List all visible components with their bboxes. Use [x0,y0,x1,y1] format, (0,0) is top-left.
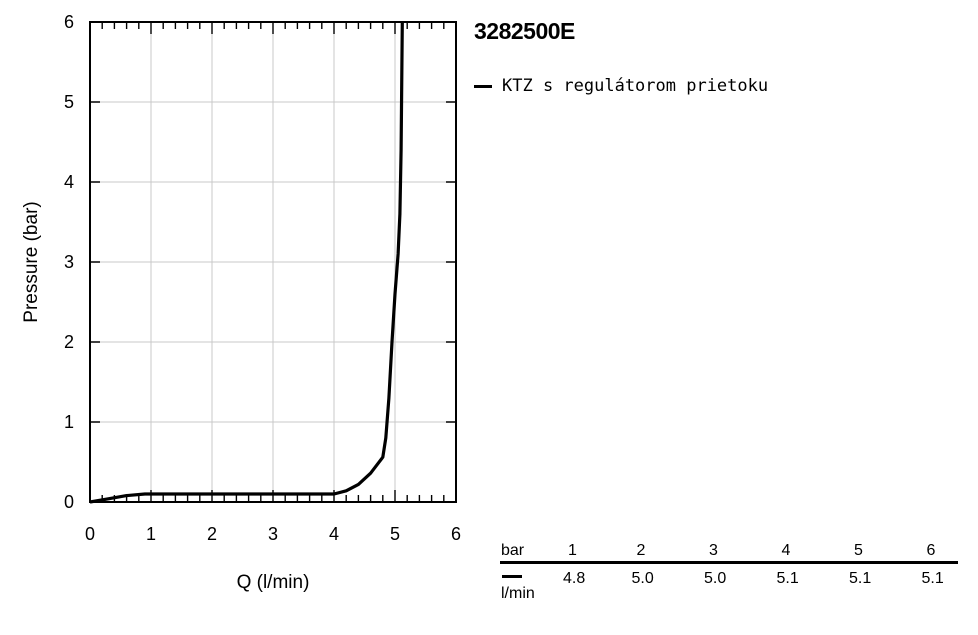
legend-entry-ktz: KTZ s regulátorom prietoku [502,76,769,96]
series-line-ktz [89,21,404,504]
x-tick-label: 0 [85,524,95,544]
model-title: 3282500E [474,18,575,44]
flow-table-pressure: 2 [636,542,646,559]
y-tick-label: 4 [64,172,74,192]
legend: KTZ s regulátorom prietoku [474,76,768,96]
legend-swatch [474,84,492,88]
y-tick-label: 5 [64,92,74,112]
y-tick-label: 3 [64,252,74,272]
y-tick-label: 6 [64,12,74,32]
flow-table-pressure: 4 [781,542,791,559]
x-tick-label: 3 [268,524,278,544]
flow-table-flow: 5.0 [631,570,654,587]
y-axis-ticks: 0 1 2 3 4 5 6 [64,12,74,512]
y-tick-label: 1 [64,412,74,432]
grid [90,22,456,502]
flow-table-pressure: 6 [926,542,936,559]
flow-table-swatch [502,575,522,578]
flow-table-flow: 5.0 [704,570,727,587]
x-tick-label: 2 [207,524,217,544]
x-tick-label: 4 [329,524,339,544]
flow-table-flow: 5.1 [849,570,872,587]
y-axis-label: Pressure (bar) [21,201,42,322]
flow-table-unit: l/min [501,585,535,602]
flow-table-rule [500,561,958,564]
flow-table-pressure: 5 [854,542,863,559]
x-tick-label: 5 [390,524,400,544]
y-tick-label: 2 [64,332,74,352]
x-tick-label: 1 [146,524,156,544]
flow-table-flow: 4.8 [563,570,586,587]
flow-table-flow: 5.1 [776,570,799,587]
flow-table-pressure-header: bar [501,542,525,559]
flow-table-flow: 5.1 [921,570,944,587]
x-tick-label: 6 [451,524,461,544]
flow-table-pressure: 3 [709,542,718,559]
flow-table-pressure: 1 [568,542,577,559]
plot-frame [89,21,457,503]
flow-table: bar l/min 1 2 3 4 5 6 4.8 5.0 5.0 5.1 5.1 5.1 [500,540,958,610]
pressure-flow-chart: 0 1 2 3 4 5 6 0 1 2 3 4 5 6 Q (l/min) Pressure (bar) [21,12,461,593]
x-axis-label: Q (l/min) [237,572,310,593]
y-tick-label: 0 [64,492,74,512]
x-axis-ticks: 0 1 2 3 4 5 6 [85,524,461,544]
